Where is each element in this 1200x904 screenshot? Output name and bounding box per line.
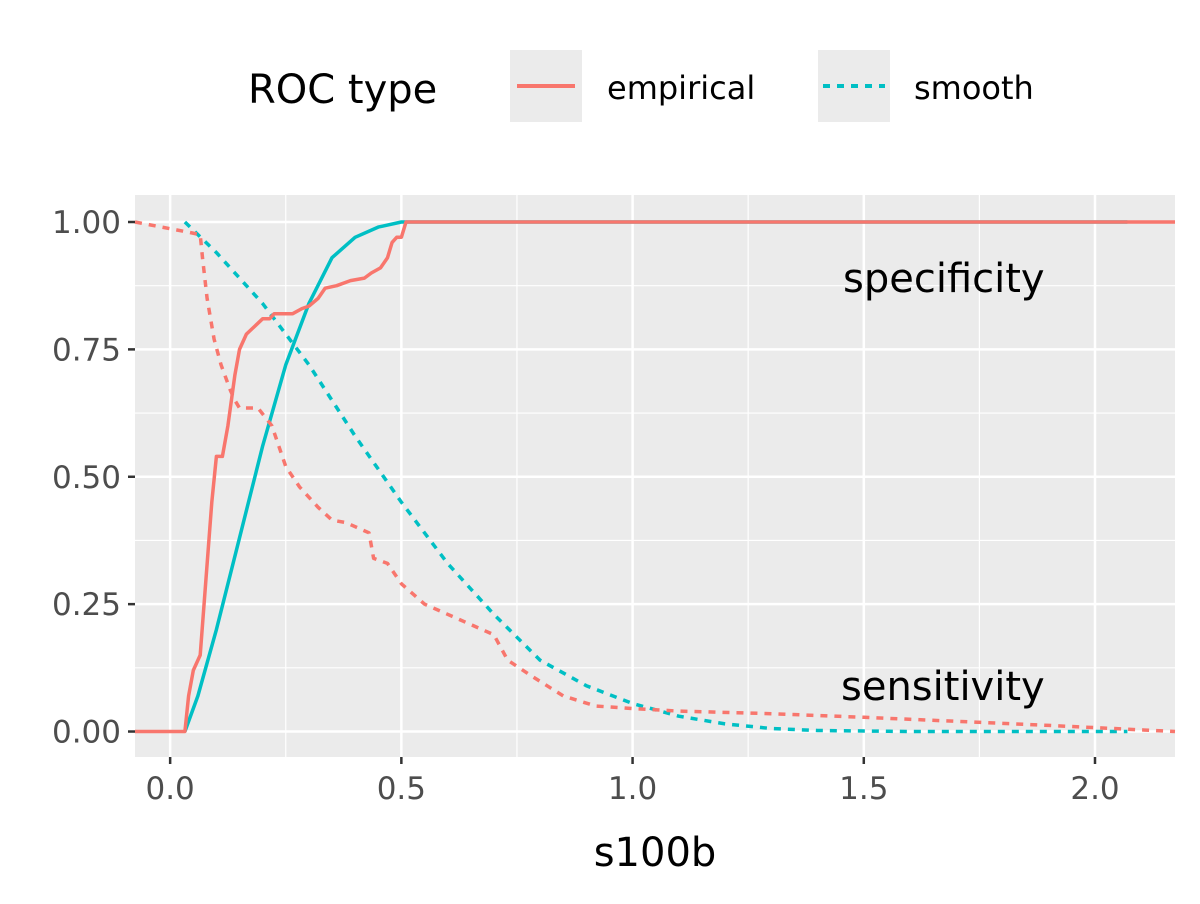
annotation-specificity: specificity [843,256,1045,302]
y-tick-label: 1.00 [52,205,121,241]
y-tick-label: 0.50 [52,460,121,496]
legend-title: ROC type [248,67,437,113]
axes: 0.0 0.5 1.0 1.5 2.0 0.00 0.25 0.50 0.75 1.00 [52,205,1120,807]
series-empirical-sensitivity [134,220,1176,734]
annotations: specificity sensitivity [841,256,1045,710]
series-empirical-specificity [135,220,1175,734]
x-tick-label: 0.0 [145,771,194,807]
y-tick-label: 0.75 [52,332,121,368]
x-tick-label: 2.0 [1070,771,1119,807]
x-tick-label: 1.0 [608,771,657,807]
gridlines [135,195,1175,757]
x-axis-label: s100b [594,830,717,876]
series-lines [134,220,1176,734]
x-tick-label: 0.5 [377,771,426,807]
x-tick-label: 1.5 [839,771,888,807]
legend-label-smooth: smooth [914,69,1034,107]
y-tick-label: 0.00 [52,715,121,751]
annotation-sensitivity: sensitivity [841,664,1045,710]
series-smooth-sensitivity [183,220,1128,734]
y-tick-label: 0.25 [52,587,121,623]
legend: ROC type empirical smooth [248,50,1034,122]
series-smooth-specificity [183,220,1128,733]
legend-label-empirical: empirical [607,69,755,107]
